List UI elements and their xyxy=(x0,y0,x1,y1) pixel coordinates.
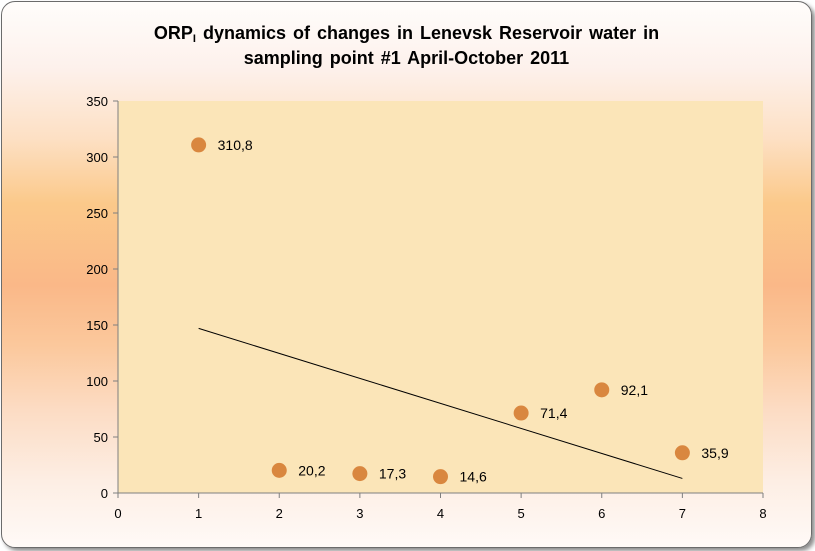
y-tick-label: 0 xyxy=(101,486,108,501)
data-label: 17,3 xyxy=(379,466,406,482)
y-tick-label: 50 xyxy=(94,430,108,445)
data-label: 71,4 xyxy=(540,405,567,421)
data-point xyxy=(433,469,448,485)
chart-title-line2: sampling point #1 April-October 2011 xyxy=(243,48,570,68)
data-point xyxy=(594,382,610,398)
y-tick-label: 350 xyxy=(86,94,108,109)
x-tick-label: 5 xyxy=(518,506,525,521)
x-axis-ticks: 0 1 2 3 4 5 6 7 8 xyxy=(114,493,767,521)
x-tick-label: 8 xyxy=(759,506,766,521)
y-tick-label: 300 xyxy=(86,150,108,165)
x-tick-label: 1 xyxy=(195,506,202,521)
linear-trendline xyxy=(198,327,683,479)
data-label: 310,8 xyxy=(218,137,253,153)
y-tick-label: 100 xyxy=(86,374,108,389)
x-tick-label: 6 xyxy=(598,506,605,521)
y-axis-ticks: 0 50 100 150 200 250 300 350 xyxy=(86,94,118,501)
data-point xyxy=(271,462,287,478)
x-tick-label: 7 xyxy=(679,506,686,521)
x-tick-label: 4 xyxy=(437,506,444,521)
x-tick-label: 2 xyxy=(276,506,283,521)
data-point xyxy=(674,445,690,461)
chart-title-line1: dynamics of changes in Lenevsk Reservoir… xyxy=(195,23,660,43)
data-points: 310,8 20,2 17,3 14,6 71,4 92,1 35,9 xyxy=(191,137,729,485)
y-tick-label: 200 xyxy=(86,262,108,277)
y-tick-label: 150 xyxy=(86,318,108,333)
chart-title: ORPI dynamics of changes in Lenevsk Rese… xyxy=(2,21,811,71)
trendline-layer xyxy=(198,327,683,479)
x-tick-label: 0 xyxy=(114,506,121,521)
data-label: 35,9 xyxy=(701,445,728,461)
chart-title-subscript: I xyxy=(192,33,196,45)
plot-area xyxy=(118,101,763,493)
data-label: 92,1 xyxy=(621,382,648,398)
data-label: 14,6 xyxy=(460,469,487,485)
data-label: 20,2 xyxy=(298,462,325,478)
y-tick-label: 250 xyxy=(86,206,108,221)
x-tick-label: 3 xyxy=(356,506,363,521)
data-point xyxy=(352,466,368,482)
data-point xyxy=(513,405,529,421)
data-point xyxy=(191,137,207,153)
chart-title-prefix: ORP xyxy=(153,23,193,43)
